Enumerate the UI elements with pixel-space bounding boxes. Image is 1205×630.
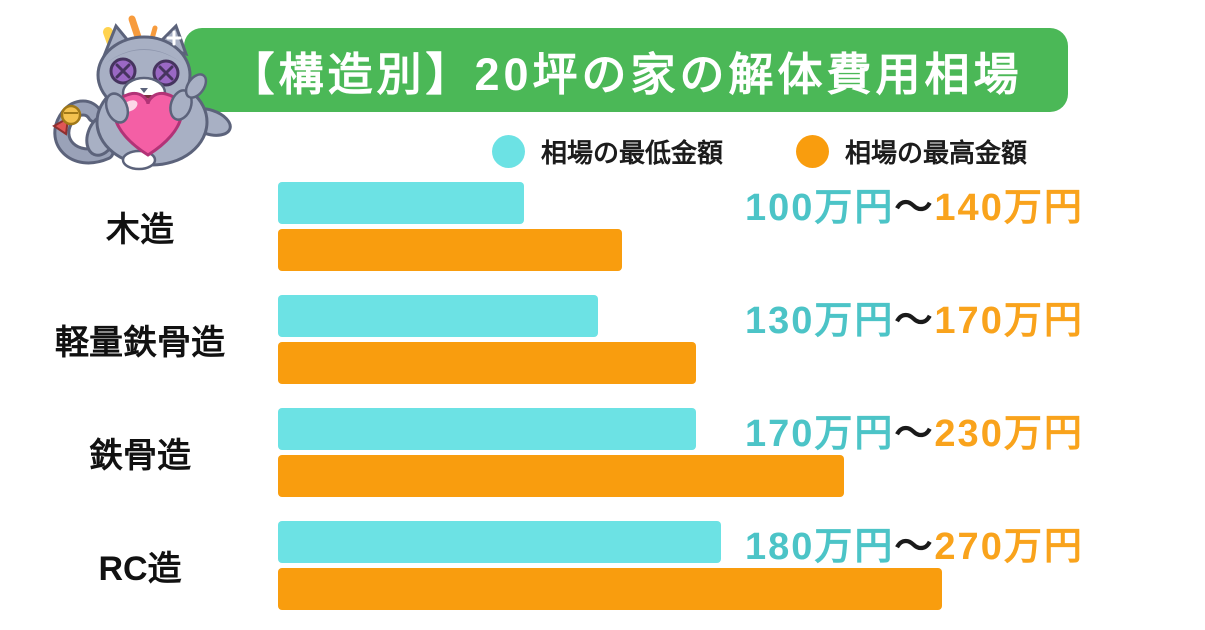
max-bar	[278, 455, 844, 497]
max-bar	[278, 568, 942, 610]
range-label: 170万円～230万円	[745, 402, 1084, 457]
min-bar	[278, 521, 721, 563]
range-label: 180万円～270万円	[745, 515, 1084, 570]
min-bar	[278, 408, 696, 450]
min-legend-dot-icon	[492, 134, 525, 168]
range-tilde-text: ～	[894, 187, 935, 229]
range-min-text: 130万円	[745, 300, 895, 342]
range-label: 100万円～140万円	[745, 176, 1084, 231]
category-label: RC造	[98, 550, 182, 588]
category-label: 軽量鉄骨造	[55, 324, 225, 362]
page-title: 【構造別】20坪の家の解体費用相場	[229, 48, 1023, 100]
legend-label-max: 相場の最高金額	[845, 137, 1028, 168]
max-legend-dot-icon	[796, 134, 829, 168]
chart-row: 木造 100万円～140万円	[0, 182, 1205, 271]
cat-nose	[140, 88, 148, 93]
range-min-text: 100万円	[745, 187, 895, 229]
bell-icon	[60, 104, 82, 126]
min-bar	[278, 295, 598, 337]
range-tilde-text: ～	[894, 300, 935, 342]
range-label: 130万円～170万円	[745, 289, 1084, 344]
legend-item-max: 相場の最高金額	[796, 132, 1027, 170]
legend: 相場の最低金額 相場の最高金額	[0, 132, 1205, 170]
range-min-text: 170万円	[745, 413, 895, 455]
range-max-text: 270万円	[934, 526, 1084, 568]
stitch-patch-icon	[166, 30, 182, 46]
range-max-text: 170万円	[934, 300, 1084, 342]
chart-row: RC造 180万円～270万円	[0, 521, 1205, 610]
category-label: 鉄骨造	[89, 437, 191, 475]
legend-label-min: 相場の最低金額	[541, 137, 724, 168]
min-bar	[278, 182, 524, 224]
cat-eye-left	[109, 57, 137, 85]
range-min-text: 180万円	[745, 526, 895, 568]
cat-tail	[52, 99, 115, 165]
range-tilde-text: ～	[894, 413, 935, 455]
category-label: 木造	[106, 211, 174, 249]
max-bar	[278, 229, 622, 271]
cat-paws	[104, 73, 208, 124]
chart-row: 鉄骨造 170万円～230万円	[0, 408, 1205, 497]
cat-mascot-illustration	[52, 15, 232, 171]
chart-row: 軽量鉄骨造 130万円～170万円	[0, 295, 1205, 384]
max-bar	[278, 342, 696, 384]
range-max-text: 140万円	[934, 187, 1084, 229]
title-banner: 【構造別】20坪の家の解体費用相場	[184, 28, 1068, 112]
range-max-text: 230万円	[934, 413, 1084, 455]
cat-eye-right	[152, 59, 180, 87]
legend-item-min: 相場の最低金額	[492, 132, 723, 170]
range-tilde-text: ～	[894, 526, 935, 568]
